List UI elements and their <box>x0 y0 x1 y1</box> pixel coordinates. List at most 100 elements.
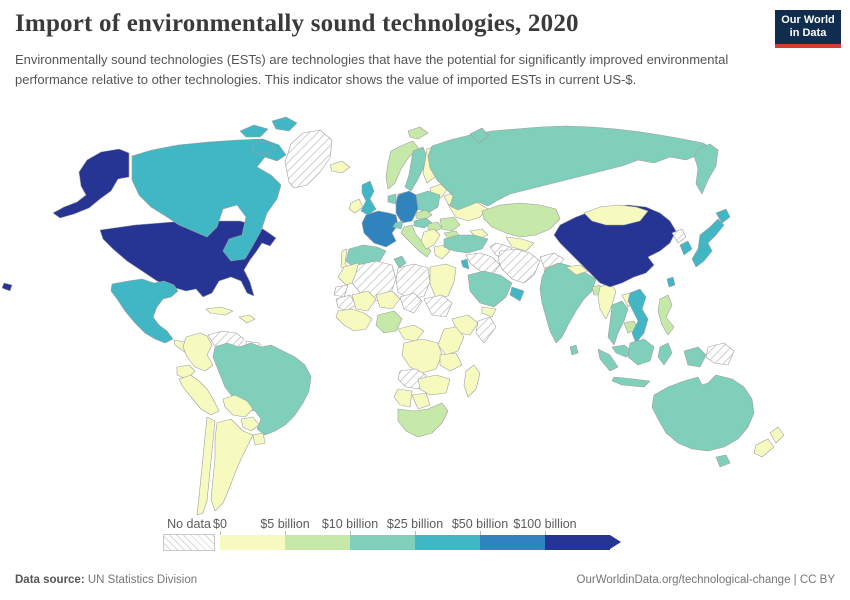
legend-bin-10-25[interactable] <box>350 535 415 550</box>
country-madagascar[interactable] <box>463 364 481 398</box>
country-philippines[interactable] <box>657 294 675 336</box>
country-egypt[interactable] <box>429 263 457 299</box>
country-kazakhstan[interactable] <box>481 202 561 238</box>
country-namibia[interactable] <box>393 388 413 408</box>
country-tunisia[interactable] <box>393 255 407 269</box>
country-svalbard[interactable] <box>407 126 429 140</box>
legend-bin-50-100[interactable] <box>480 535 545 550</box>
country-iceland[interactable] <box>329 160 351 174</box>
country-yemen[interactable] <box>481 306 497 318</box>
country-switzerland[interactable] <box>392 220 404 230</box>
country-alaska[interactable] <box>52 148 130 219</box>
legend-bin-100+[interactable] <box>545 535 610 550</box>
country-czechia[interactable] <box>415 209 433 221</box>
country-united-kingdom[interactable] <box>360 180 377 216</box>
country-indonesia-sulawesi[interactable] <box>657 342 673 366</box>
country-north-korea[interactable] <box>671 228 687 244</box>
country-turkey[interactable] <box>443 234 489 254</box>
country-india[interactable] <box>539 262 597 344</box>
country-russia-fareast[interactable] <box>693 143 719 195</box>
country-germany[interactable] <box>395 190 419 224</box>
country-uzbekistan[interactable] <box>505 236 535 252</box>
country-sri-lanka[interactable] <box>569 344 579 356</box>
country-israel[interactable] <box>460 258 470 270</box>
country-argentina[interactable] <box>210 418 254 512</box>
country-south-korea[interactable] <box>679 240 693 256</box>
country-hawaii[interactable] <box>1 282 13 292</box>
country-bolivia[interactable] <box>222 394 254 418</box>
country-mexico[interactable] <box>110 278 179 344</box>
country-iran[interactable] <box>497 248 541 284</box>
country-libya[interactable] <box>395 263 431 301</box>
footer-link[interactable]: OurWorldinData.org/technological-change … <box>576 574 835 586</box>
legend-bin-5-10[interactable] <box>285 535 350 550</box>
country-saudi-arabia[interactable] <box>467 270 513 308</box>
country-poland[interactable] <box>415 190 441 214</box>
country-zambia-mozambique[interactable] <box>417 374 451 396</box>
country-greece[interactable] <box>433 244 451 260</box>
country-greenland[interactable] <box>284 129 333 189</box>
country-balkans[interactable] <box>420 228 441 250</box>
country-nigeria[interactable] <box>375 310 403 334</box>
country-novaya-zemlya[interactable] <box>469 127 490 144</box>
country-canada-arctic-2[interactable] <box>271 116 298 132</box>
country-indonesia-sumatra[interactable] <box>597 348 619 372</box>
country-tanzania[interactable] <box>439 352 463 372</box>
country-chad[interactable] <box>399 292 423 314</box>
country-italy[interactable] <box>400 224 432 258</box>
country-hispaniola[interactable] <box>238 314 256 324</box>
country-somalia[interactable] <box>475 316 497 344</box>
country-cuba[interactable] <box>205 306 234 316</box>
country-australia[interactable] <box>651 374 755 452</box>
country-sudan[interactable] <box>423 294 453 318</box>
country-west-africa[interactable] <box>335 308 373 332</box>
legend-tick-label: $100 billion <box>513 517 577 531</box>
country-japan-hokkaido[interactable] <box>715 208 731 224</box>
country-south-africa[interactable] <box>397 402 449 438</box>
legend-bin-0-5[interactable] <box>220 535 285 550</box>
country-western-sahara[interactable] <box>333 284 349 298</box>
country-cameroon-car[interactable] <box>397 324 425 342</box>
country-chile[interactable] <box>196 416 216 516</box>
country-indonesia-west-papua[interactable] <box>683 346 707 368</box>
country-mali[interactable] <box>351 290 377 312</box>
country-brazil[interactable] <box>212 342 312 436</box>
country-vietnam[interactable] <box>627 288 649 344</box>
country-netherlands[interactable] <box>387 193 397 205</box>
country-papua-new-guinea[interactable] <box>705 342 735 366</box>
country-paraguay[interactable] <box>240 416 260 432</box>
country-new-zealand-south[interactable] <box>753 438 775 458</box>
country-russia[interactable] <box>427 125 714 211</box>
country-tasmania[interactable] <box>715 454 731 468</box>
country-china[interactable] <box>553 204 677 288</box>
country-romania[interactable] <box>439 216 461 232</box>
country-indonesia-borneo[interactable] <box>627 338 655 366</box>
owid-logo[interactable]: Our World in Data <box>775 10 841 48</box>
country-canada-arctic-1[interactable] <box>239 124 269 138</box>
country-japan[interactable] <box>691 218 725 268</box>
country-iraq-syria[interactable] <box>465 252 501 276</box>
country-sweden[interactable] <box>404 146 428 192</box>
legend-no-data-swatch[interactable] <box>163 534 215 551</box>
legend-bin-25-50[interactable] <box>415 535 480 550</box>
country-dr-congo[interactable] <box>401 338 443 374</box>
country-kenya[interactable] <box>437 326 465 356</box>
country-mongolia[interactable] <box>583 204 649 226</box>
country-uruguay[interactable] <box>252 432 266 446</box>
country-indonesia-java[interactable] <box>611 376 651 388</box>
country-ireland[interactable] <box>348 198 364 214</box>
country-botswana[interactable] <box>411 392 431 410</box>
country-venezuela[interactable] <box>207 330 245 350</box>
country-thailand[interactable] <box>607 300 629 346</box>
country-norway[interactable] <box>385 140 420 190</box>
country-niger[interactable] <box>375 290 401 310</box>
country-peru[interactable] <box>178 374 220 416</box>
country-france[interactable] <box>361 210 399 248</box>
country-taiwan[interactable] <box>666 276 676 288</box>
country-canada[interactable] <box>131 138 287 262</box>
country-canada-arctic-3[interactable] <box>251 140 277 156</box>
country-colombia[interactable] <box>182 332 214 372</box>
country-mauritania[interactable] <box>335 294 357 312</box>
country-uae-oman[interactable] <box>509 286 525 302</box>
country-new-zealand-north[interactable] <box>769 426 785 444</box>
